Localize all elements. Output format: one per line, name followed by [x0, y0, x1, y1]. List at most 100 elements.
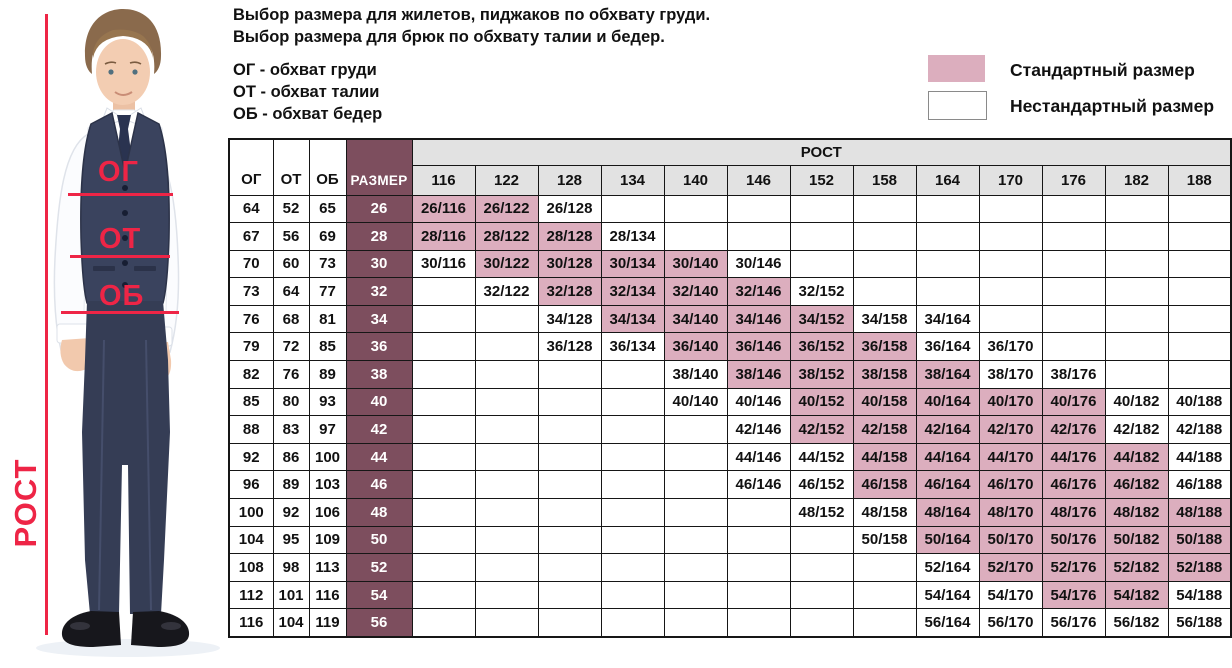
cell-size-height-combo: 42/152: [789, 415, 854, 444]
cell-size: 50: [345, 525, 413, 555]
cell-empty: [411, 387, 476, 417]
cell-size: 52: [345, 553, 413, 582]
cell-size-height-combo: 30/128: [537, 249, 602, 279]
cell-size-height-combo: 42/146: [726, 415, 791, 444]
cell-empty: [978, 304, 1043, 334]
cell-waist: 89: [272, 470, 310, 500]
abbr-hips: ОБ - обхват бедер: [233, 105, 383, 123]
cell-size-height-combo: 36/158: [852, 332, 917, 362]
cell-size: 46: [345, 470, 413, 500]
hips-measure-line: [61, 311, 179, 314]
cell-size-height-combo: 38/170: [978, 360, 1043, 389]
cell-empty: [537, 387, 602, 417]
cell-chest: 76: [228, 304, 274, 334]
cell-empty: [915, 222, 980, 251]
hips-annotation-label: ОБ: [99, 280, 145, 312]
cell-empty: [411, 277, 476, 306]
cell-size-height-combo: 40/188: [1167, 387, 1232, 417]
cell-empty: [852, 249, 917, 279]
height-col-header: 170: [978, 164, 1043, 196]
cell-empty: [663, 525, 728, 555]
cell-size-height-combo: 28/122: [474, 222, 539, 251]
cell-size-height-combo: 44/176: [1041, 442, 1106, 472]
cell-size-height-combo: 40/140: [663, 387, 728, 417]
cell-size: 34: [345, 304, 413, 334]
boy-photo-area: РОСТ ОГ ОТ ОБ: [0, 0, 228, 663]
cell-empty: [411, 304, 476, 334]
cell-size-height-combo: 40/158: [852, 387, 917, 417]
cell-size-height-combo: 34/134: [600, 304, 665, 334]
cell-chest: 67: [228, 222, 274, 251]
cell-size-height-combo: 40/152: [789, 387, 854, 417]
cell-size-height-combo: 46/158: [852, 470, 917, 500]
cell-size-height-combo: 34/128: [537, 304, 602, 334]
cell-size-height-combo: 34/152: [789, 304, 854, 334]
cell-size: 48: [345, 498, 413, 527]
height-col-header: 176: [1041, 164, 1106, 196]
cell-empty: [474, 304, 539, 334]
cell-empty: [1167, 249, 1232, 279]
cell-empty: [411, 553, 476, 582]
cell-size-height-combo: 48/176: [1041, 498, 1106, 527]
cell-size-height-combo: 50/164: [915, 525, 980, 555]
cell-waist: 95: [272, 525, 310, 555]
cell-size-height-combo: 42/158: [852, 415, 917, 444]
cell-size-height-combo: 48/164: [915, 498, 980, 527]
cell-empty: [663, 580, 728, 610]
cell-size-height-combo: 42/182: [1104, 415, 1169, 444]
cell-empty: [1041, 249, 1106, 279]
cell-empty: [726, 194, 791, 224]
cell-size-height-combo: 44/146: [726, 442, 791, 472]
cell-empty: [915, 249, 980, 279]
cell-hips: 109: [308, 525, 347, 555]
cell-size-height-combo: 44/158: [852, 442, 917, 472]
cell-size-height-combo: 44/182: [1104, 442, 1169, 472]
cell-size-height-combo: 36/146: [726, 332, 791, 362]
cell-size-height-combo: 32/134: [600, 277, 665, 306]
table-row: 76 68 81 34 34/128 34/134 34/140 34/146 34/152 34…: [228, 304, 1232, 334]
cell-empty: [1041, 332, 1106, 362]
cell-size-height-combo: 48/182: [1104, 498, 1169, 527]
cell-empty: [600, 442, 665, 472]
cell-size-height-combo: 46/170: [978, 470, 1043, 500]
cell-size-height-combo: 42/176: [1041, 415, 1106, 444]
cell-size-height-combo: 44/152: [789, 442, 854, 472]
cell-size-height-combo: 38/140: [663, 360, 728, 389]
cell-empty: [663, 442, 728, 472]
cell-waist: 60: [272, 249, 310, 279]
cell-size-height-combo: 40/182: [1104, 387, 1169, 417]
cell-hips: 89: [308, 360, 347, 389]
height-col-header: 116: [411, 164, 476, 196]
cell-empty: [663, 470, 728, 500]
cell-chest: 64: [228, 194, 274, 224]
cell-empty: [537, 498, 602, 527]
height-col-header: 140: [663, 164, 728, 196]
cell-empty: [852, 222, 917, 251]
standard-size-label: Стандартный размер: [1010, 60, 1195, 80]
cell-size-height-combo: 54/170: [978, 580, 1043, 610]
cell-size-height-combo: 40/164: [915, 387, 980, 417]
cell-empty: [1104, 222, 1169, 251]
cell-empty: [537, 553, 602, 582]
table-row: 112 101 116 54 54/164 54/170 54/176 54/182 54/18…: [228, 580, 1232, 610]
height-col-header: 122: [474, 164, 539, 196]
cell-empty: [852, 553, 917, 582]
cell-hips: 93: [308, 387, 347, 417]
table-row: 108 98 113 52 52/164 52/170 52/176 52/182 52/188: [228, 553, 1232, 582]
cell-empty: [474, 608, 539, 637]
cell-size-height-combo: 54/182: [1104, 580, 1169, 610]
table-row: 100 92 106 48 48/152 48/158 48/164 48/170 48/176…: [228, 498, 1232, 527]
height-col-header: 188: [1167, 164, 1232, 196]
boy-photo: [0, 0, 228, 663]
abbreviation-list: ОГ - обхват груди ОТ - обхват талии ОБ -…: [233, 59, 382, 125]
cell-size-height-combo: 32/140: [663, 277, 728, 306]
cell-size-height-combo: 44/188: [1167, 442, 1232, 472]
cell-chest: 88: [228, 415, 274, 444]
cell-empty: [474, 442, 539, 472]
cell-size-height-combo: 26/128: [537, 194, 602, 224]
cell-size-height-combo: 56/176: [1041, 608, 1106, 637]
cell-chest: 100: [228, 498, 274, 527]
cell-chest: 79: [228, 332, 274, 362]
cell-size: 38: [345, 360, 413, 389]
cell-size-height-combo: 56/182: [1104, 608, 1169, 637]
